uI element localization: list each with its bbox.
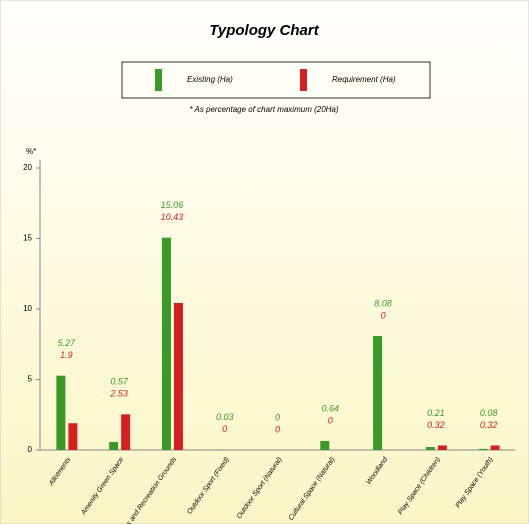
value-label: 15.06 xyxy=(161,200,184,210)
value-label: 8.08 xyxy=(374,298,392,308)
bar xyxy=(121,414,131,450)
value-label: 0.08 xyxy=(480,408,498,418)
bar xyxy=(478,448,488,450)
bar xyxy=(56,375,66,450)
value-label: 0.32 xyxy=(480,420,498,430)
bar xyxy=(437,445,447,450)
value-label: 1.9 xyxy=(60,350,73,360)
subtitle: * As percentage of chart maximum (20Ha) xyxy=(189,105,338,114)
value-label: 0 xyxy=(275,412,280,422)
value-label: 0.21 xyxy=(427,408,445,418)
bar xyxy=(320,440,330,450)
y-tick-label: 0 xyxy=(28,445,33,454)
y-tick-label: 20 xyxy=(23,163,32,172)
value-label: 0.32 xyxy=(427,420,445,430)
value-label: 0 xyxy=(275,424,280,434)
value-label: 0.57 xyxy=(110,377,129,387)
bar xyxy=(490,445,500,450)
value-label: 0.64 xyxy=(322,403,340,413)
bar xyxy=(161,237,171,450)
legend-swatch xyxy=(155,69,162,91)
y-tick-label: 5 xyxy=(28,375,33,384)
legend-label: Requirement (Ha) xyxy=(332,75,396,84)
value-label: 0.03 xyxy=(216,412,234,422)
y-axis-label: %* xyxy=(26,147,36,156)
value-label: 0 xyxy=(381,310,386,320)
legend-swatch xyxy=(300,69,307,91)
legend-label: Existing (Ha) xyxy=(187,75,233,84)
legend-box xyxy=(121,61,431,99)
bar xyxy=(425,447,435,450)
y-tick-label: 15 xyxy=(23,234,32,243)
value-label: 2.53 xyxy=(109,389,128,399)
value-label: 0 xyxy=(222,424,227,434)
bar xyxy=(173,302,183,450)
y-tick-label: 10 xyxy=(23,304,32,313)
bar xyxy=(109,441,119,450)
bar xyxy=(68,423,78,450)
value-label: 0 xyxy=(328,415,333,425)
chart-title: Typology Chart xyxy=(209,22,319,39)
bar xyxy=(373,336,383,450)
value-label: 10.43 xyxy=(161,212,184,222)
value-label: 5.27 xyxy=(58,338,77,348)
